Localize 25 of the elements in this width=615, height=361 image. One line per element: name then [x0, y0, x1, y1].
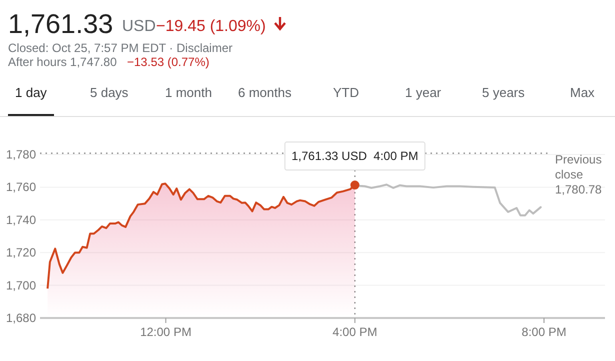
- annotation: 1,761.33 USD 4:00 PM: [292, 149, 418, 164]
- text: 1 day: [15, 85, 48, 100]
- x-tick-label: 4:00 PM: [332, 325, 378, 339]
- text: 5 days: [90, 85, 129, 100]
- text: 1 month: [165, 85, 212, 100]
- x-tick-label: 8:00 PM: [522, 325, 566, 339]
- y-tick-label: 1,740: [6, 212, 36, 227]
- text: 5 years: [482, 85, 526, 100]
- text: Max: [570, 85, 596, 100]
- x-tick-label: 12:00 PM: [140, 325, 192, 339]
- ref-line-label: Previous close 1,780.78: [555, 152, 602, 196]
- chart-subtitle: USD: [122, 18, 156, 35]
- y-tick-label: 1,720: [6, 246, 36, 260]
- text: 6 months: [238, 85, 292, 100]
- text: Closed: Oct 25, 7:57 PM EDT · Disclaimer: [8, 41, 233, 55]
- y-tick-label: 1,680: [6, 311, 36, 325]
- y-tick-label: 1,760: [6, 180, 36, 194]
- text: After hours 1,747.80: [8, 55, 118, 69]
- chart-title: 1,761.33: [8, 9, 114, 39]
- y-tick-label: 1,780: [6, 148, 36, 162]
- y-tick-label: 1,700: [6, 278, 36, 292]
- text: 1 year: [405, 85, 442, 100]
- text: −13.53 (0.77%): [127, 55, 210, 69]
- text: −19.45 (1.09%): [156, 18, 266, 35]
- text: YTD: [333, 85, 359, 100]
